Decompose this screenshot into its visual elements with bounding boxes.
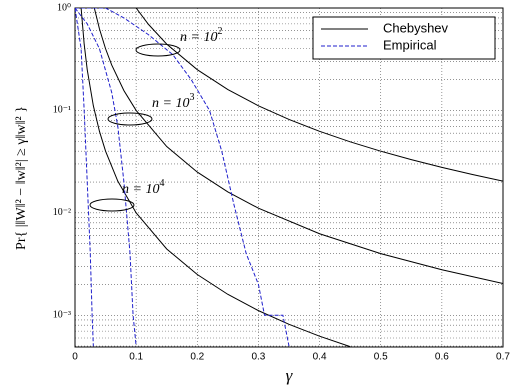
x-axis-label: γ — [286, 366, 294, 385]
legend-box — [312, 16, 496, 60]
annotation-text: n = 10 — [180, 30, 217, 45]
annotation: n = 103 — [152, 92, 194, 111]
series-line — [93, 8, 503, 285]
x-tick-label: 0.7 — [496, 352, 510, 363]
series-line — [135, 8, 503, 182]
annotation-text: n = 10 — [152, 96, 189, 111]
annotation-ellipse — [135, 43, 181, 57]
series-line — [75, 8, 137, 347]
y-tick-label: 10⁻² — [53, 207, 71, 218]
y-tick-label: 10⁰ — [57, 2, 71, 13]
annotation-sup: 2 — [217, 26, 222, 37]
x-tick-label: 0.5 — [374, 352, 388, 363]
annotation: n = 104 — [122, 178, 164, 197]
x-tick-label: 0 — [72, 352, 78, 363]
annotation-text: n = 10 — [122, 182, 159, 197]
x-tick-label: 0.6 — [435, 352, 449, 363]
plot-area — [75, 8, 503, 347]
legend-label: Chebyshev — [383, 20, 449, 35]
series-line — [80, 8, 351, 347]
x-tick-label: 0.1 — [129, 352, 143, 363]
annotation: n = 102 — [180, 26, 222, 45]
annotation-sup: 3 — [189, 92, 194, 103]
annotation-ellipse — [107, 112, 153, 126]
y-tick-label: 10⁻³ — [53, 310, 71, 321]
annotation-sup: 4 — [159, 178, 164, 189]
x-tick-label: 0.3 — [251, 352, 265, 363]
y-axis-label: Pr{ |‖W‖² − ‖w‖²| ≥ γ‖w‖² } — [14, 106, 29, 250]
y-tick-label: 10⁻¹ — [53, 105, 71, 116]
plot-frame — [74, 7, 504, 348]
x-tick-label: 0.4 — [313, 352, 327, 363]
series-line — [75, 8, 290, 347]
x-tick-label: 0.2 — [190, 352, 204, 363]
series-line — [75, 8, 94, 347]
legend-label: Empirical — [383, 37, 437, 52]
annotation-ellipse — [89, 198, 135, 212]
